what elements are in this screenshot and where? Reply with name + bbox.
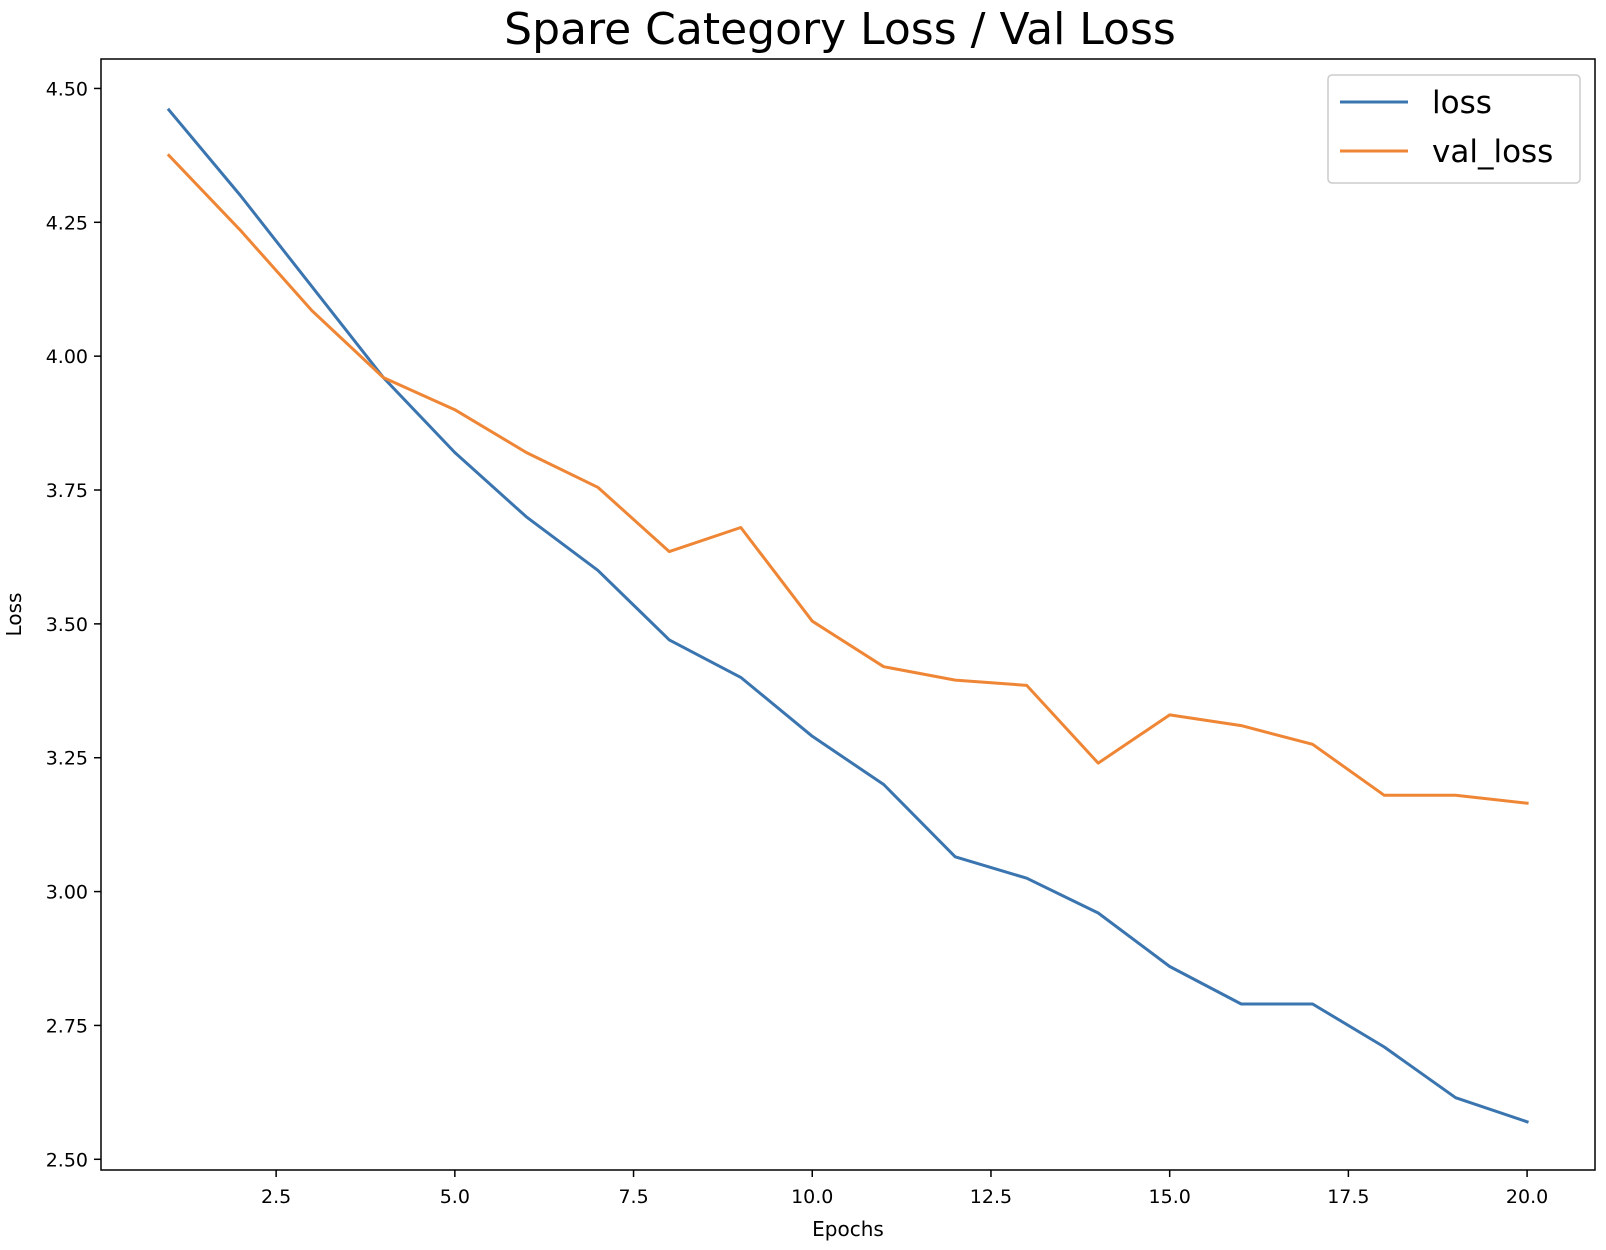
y-tick-label: 4.50 <box>46 78 88 100</box>
y-tick-label: 3.00 <box>46 882 88 904</box>
x-tick-label: 12.5 <box>970 1186 1012 1208</box>
series-line-val-loss <box>166 153 1529 805</box>
series-lines <box>166 107 1530 1124</box>
y-axis-label: Loss <box>2 593 26 637</box>
legend-label-val-loss: val_loss <box>1432 134 1553 170</box>
y-tick-label: 4.00 <box>46 346 88 368</box>
x-tick-label: 17.5 <box>1327 1186 1369 1208</box>
x-tick-label: 7.5 <box>618 1186 648 1208</box>
x-axis-ticks: 2.5 5.0 7.5 10.0 12.5 15.0 17.5 20.0 <box>261 1170 1548 1208</box>
y-tick-label: 3.75 <box>46 480 88 502</box>
y-tick-label: 2.75 <box>46 1015 88 1037</box>
y-tick-label: 3.50 <box>46 614 88 636</box>
legend-label-loss: loss <box>1432 85 1492 121</box>
x-tick-label: 2.5 <box>261 1186 291 1208</box>
y-tick-label: 2.50 <box>46 1149 88 1171</box>
plot-area-frame <box>100 58 1596 1171</box>
x-tick-label: 10.0 <box>791 1186 833 1208</box>
y-tick-label: 4.25 <box>46 212 88 234</box>
chart-title: Spare Category Loss / Val Loss <box>504 4 1176 55</box>
x-tick-label: 15.0 <box>1149 1186 1191 1208</box>
series-line-loss <box>166 107 1530 1124</box>
x-tick-label: 20.0 <box>1506 1186 1548 1208</box>
x-axis-label: Epochs <box>812 1217 884 1241</box>
y-axis-ticks: 2.50 2.75 3.00 3.25 3.50 3.75 4.00 4.25 4.50 <box>46 78 101 1171</box>
y-tick-label: 3.25 <box>46 748 88 770</box>
legend: loss val_loss <box>1327 74 1581 184</box>
x-tick-label: 5.0 <box>440 1186 470 1208</box>
